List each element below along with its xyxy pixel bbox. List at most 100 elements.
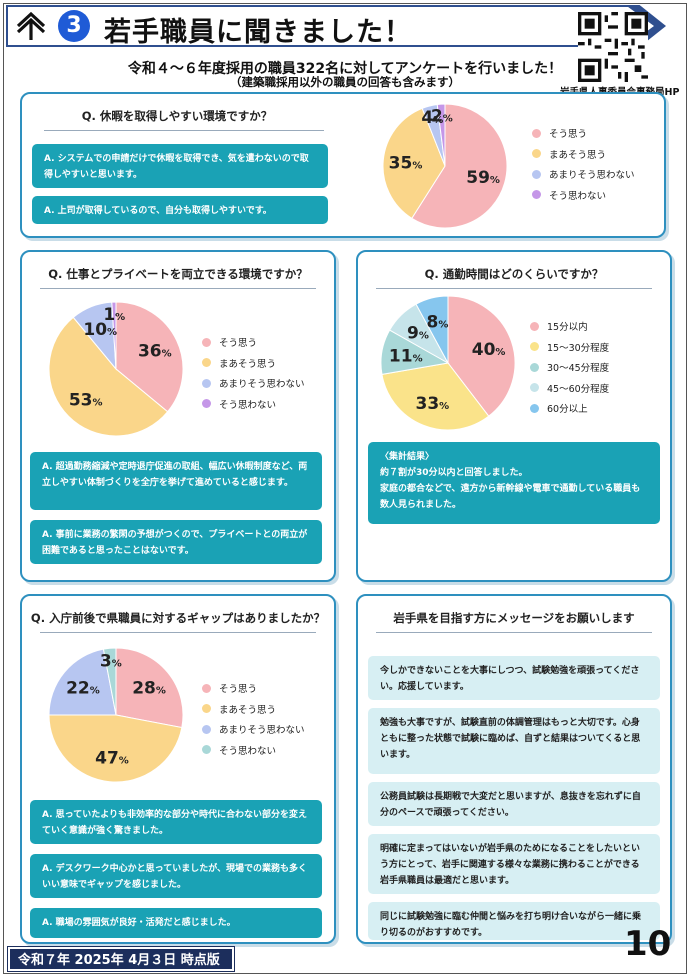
pie-slice <box>436 103 446 167</box>
legend-label: そう思わない <box>219 745 277 757</box>
chart-legend: そう思うまあそう思うあまりそう思わない そう思わない <box>202 332 305 414</box>
message-box: 明確に定まってはいないが岩手県のためになることをしたいという方にとって、岩手に関… <box>368 834 660 894</box>
legend-item: あまりそう思わない <box>202 373 305 394</box>
legend-swatch <box>202 358 211 368</box>
legend-swatch <box>532 149 541 159</box>
answer-box: A. 事前に業務の繁閑の予想がつくので、プライベートとの両立が困難であると思った… <box>30 520 322 564</box>
message-box: 同じに試験勉強に臨む仲間と悩みを打ち明け合いながら一緒に乗り切るのがおすすめです… <box>368 902 660 940</box>
answer-box: A. デスクワーク中心かと思っていましたが、現場での業務も多くいい意味でギャップ… <box>30 854 322 898</box>
legend-label: そう思わない <box>549 190 607 202</box>
answer-box: A. 超過勤務縮減や定時退庁促進の取組、幅広い休暇制度など、両立しやすい体制づく… <box>30 452 322 510</box>
legend-item: 60分以上 <box>530 398 609 419</box>
legend-item: そう思う <box>202 678 305 699</box>
page-frame <box>3 3 687 974</box>
legend-swatch <box>530 321 539 331</box>
legend-swatch <box>202 724 211 734</box>
panel-q3: Q. 通勤時間はどのくらいですか？ 40% 33% 11% 9% 8% 15分以内 15～… <box>356 250 672 582</box>
pie-slice <box>48 316 169 437</box>
page-title: 若手職員に聞きました！ <box>104 17 412 48</box>
pie-value-label: 4% <box>421 108 443 128</box>
pie-chart: 36% 53% 10%1% <box>48 301 184 437</box>
pie-value-label: 59% <box>466 168 500 188</box>
legend-item: そう思わない <box>202 394 305 415</box>
legend-swatch <box>532 190 541 200</box>
pie-slice <box>102 647 117 716</box>
pie-chart: 59% 35% 4%2% <box>382 103 508 229</box>
legend-item: まあそう思う <box>202 353 305 374</box>
pie-slice <box>111 301 117 370</box>
chart-legend: そう思うまあそう思うあまりそう思わない そう思わない <box>202 678 305 760</box>
message-box: 勉強も大事ですが、試験直前の体調管理はもっと大切です。心身ともに整った状態で試験… <box>368 708 660 774</box>
legend-label: 45～60分程度 <box>547 383 610 395</box>
pie-slice <box>415 295 449 364</box>
result-line: 家庭の都合などで、遠方から新幹線や電車で通勤している職員も数人見られました。 <box>380 484 641 510</box>
legend-swatch <box>530 403 539 413</box>
prefecture-emblem-icon <box>16 11 46 40</box>
legend-label: まあそう思う <box>219 704 277 716</box>
panel-q2: Q. 仕事とプライベートを両立できる環境ですか？ 36% 53% 10% 1% そう思… <box>20 250 336 582</box>
legend-label: そう思う <box>549 129 588 141</box>
pie-value-label: 35% <box>389 153 423 173</box>
legend-item: 30～45分程度 <box>530 357 609 378</box>
legend-swatch <box>202 704 211 714</box>
pie-value-label: 47% <box>95 749 129 769</box>
legend-swatch <box>530 383 539 393</box>
pie-value-label: 22% <box>66 679 100 699</box>
pie-chart: 28% 47% 22%3% <box>48 647 184 783</box>
result-heading: 〈集計結果〉 <box>380 452 435 462</box>
pie-chart: 40% 33% 11% 9%8% <box>380 295 516 431</box>
legend-swatch <box>532 169 541 179</box>
pie-value-label: 3% <box>100 651 122 671</box>
legend-label: あまりそう思わない <box>549 170 635 182</box>
pie-value-label: 33% <box>416 394 450 414</box>
survey-note: （建築職採用以外の職員の回答も含みます） <box>230 75 460 89</box>
panel-q4: Q. 入庁前後で県職員に対するギャップはありましたか？ 28% 47% 22% 3% … <box>20 594 336 944</box>
pie-slice <box>411 103 508 229</box>
legend-swatch <box>202 378 211 388</box>
legend-label: そう思う <box>219 338 258 350</box>
legend-label: 60分以上 <box>547 404 588 416</box>
message-box: 公務員試験は長期戦で大変だと思いますが、息抜きを忘れずに自分のペースで頑張ってく… <box>368 782 660 826</box>
legend-item: 15～30分程度 <box>530 337 609 358</box>
legend-swatch <box>202 399 211 409</box>
legend-item: まあそう思う <box>202 699 305 720</box>
legend-swatch <box>532 128 541 138</box>
legend-swatch <box>530 362 539 372</box>
pie-value-label: 10% <box>83 320 117 340</box>
legend-label: 30～45分程度 <box>547 363 610 375</box>
pie-value-label: 8% <box>427 312 449 332</box>
pie-slice <box>115 301 184 413</box>
legend-label: 15～30分程度 <box>547 342 610 354</box>
result-line: 約７割が30分以内と回答しました。 <box>380 468 528 478</box>
header-banner-inner <box>8 7 654 45</box>
answer-box: A. システムでの申請だけで休暇を取得でき、気を遣わないので取得しやすいと思いま… <box>32 144 328 188</box>
title-divider <box>376 288 652 289</box>
question-title: Q. 通勤時間はどのくらいですか？ <box>424 267 604 281</box>
survey-intro: 令和４～６年度採用の職員322名に対してアンケートを行いました！ <box>127 61 563 77</box>
legend-label: あまりそう思わない <box>219 725 305 737</box>
legend-item: 15分以内 <box>530 316 609 337</box>
pie-value-label: 36% <box>138 342 172 362</box>
pie-value-label: 28% <box>132 679 166 699</box>
title-divider <box>40 632 316 633</box>
answer-box: A. 上司が取得しているので、自分も取得しやすいです。 <box>32 196 328 224</box>
result-box: 〈集計結果〉 約７割が30分以内と回答しました。 家庭の都合などで、遠方から新幹… <box>368 442 660 524</box>
legend-item: そう思わない <box>202 740 305 761</box>
legend-item: そう思う <box>202 332 305 353</box>
legend-item: あまりそう思わない <box>532 164 635 185</box>
pie-value-label: 9% <box>407 323 429 343</box>
qr-code[interactable] <box>578 12 648 82</box>
panel-messages: 岩手県を目指す方にメッセージをお願いします 今しかできないことを大事にしつつ、試… <box>356 594 672 944</box>
legend-item: あまりそう思わない <box>202 719 305 740</box>
pie-slice <box>381 362 490 431</box>
page-number: 10 <box>624 924 672 964</box>
pie-value-label: 2% <box>431 106 453 126</box>
pie-value-label: 1% <box>103 305 125 325</box>
title-divider <box>44 130 324 131</box>
legend-swatch <box>202 337 211 347</box>
title-divider <box>40 288 316 289</box>
pie-value-label: 40% <box>472 340 506 360</box>
legend-label: まあそう思う <box>219 358 277 370</box>
legend-item: まあそう思う <box>532 144 635 165</box>
panel-q1: Q. 休暇を取得しやすい環境ですか？ A. システムでの申請だけで休暇を取得でき… <box>20 92 666 238</box>
